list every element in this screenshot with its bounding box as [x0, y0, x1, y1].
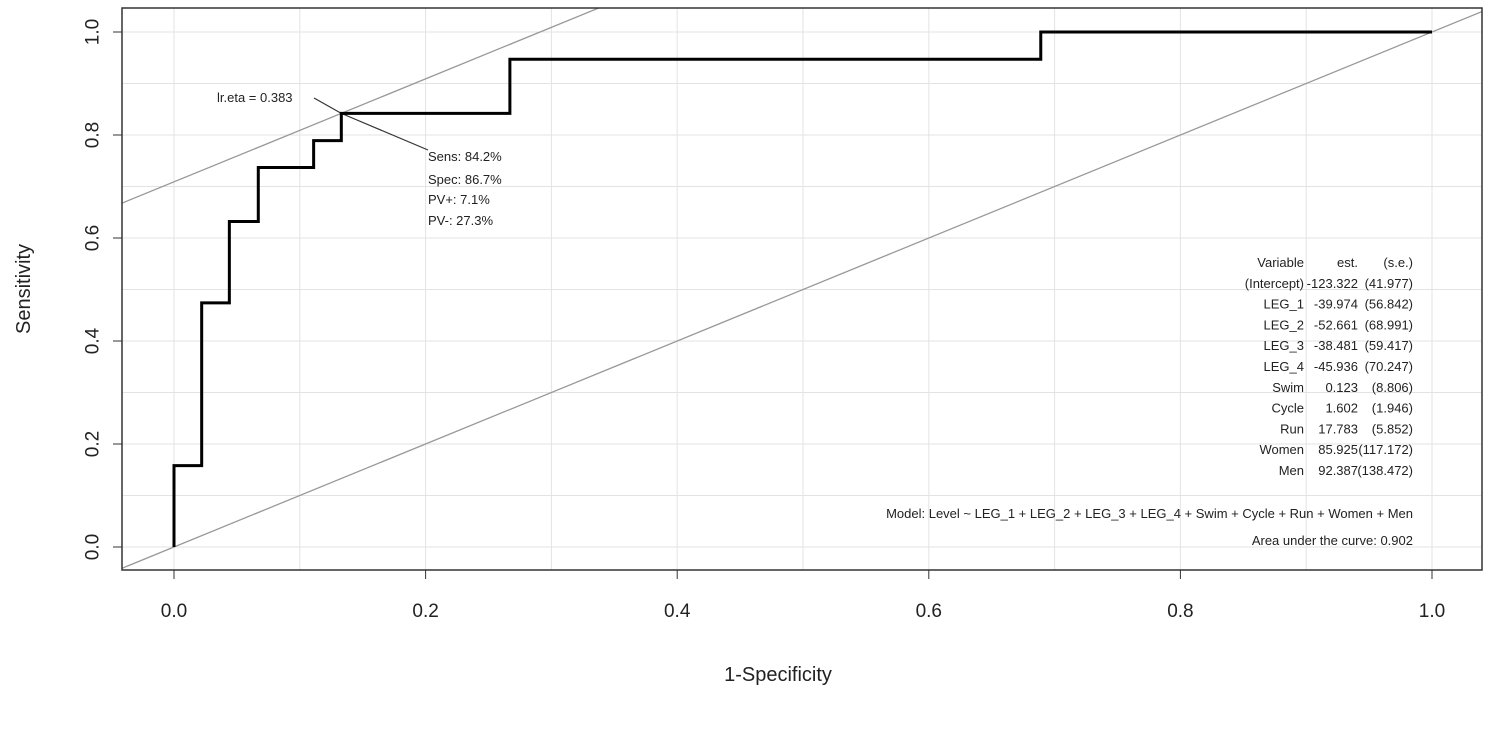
table-cell: 1.602 [1325, 401, 1358, 416]
table-cell: 85.925 [1318, 442, 1358, 457]
pvneg-label: PV-: 27.3% [428, 213, 493, 228]
table-cell: -52.661 [1314, 317, 1358, 332]
table-cell: -123.322 [1307, 276, 1358, 291]
table-cell: (Intercept) [1245, 276, 1304, 291]
tangent-line [122, 8, 601, 204]
table-cell: (41.977) [1365, 276, 1413, 291]
coefficient-table: Variable est. (s.e.) (Intercept) -123.322 (41… [1245, 255, 1413, 478]
sens-label: Sens: 84.2% [428, 149, 502, 164]
table-cell: Women [1259, 442, 1304, 457]
pvpos-label: PV+: 7.1% [428, 192, 490, 207]
spec-label: Spec: 86.7% [428, 172, 502, 187]
table-cell: -45.936 [1314, 359, 1358, 374]
y-tick-label: 0.0 [83, 534, 104, 560]
reference-lines [122, 8, 1482, 569]
table-cell: (59.417) [1365, 338, 1413, 353]
table-cell: (56.842) [1365, 297, 1413, 312]
table-cell: Swim [1272, 380, 1304, 395]
y-tick-label: 0.4 [83, 327, 104, 354]
y-axis-label: Sensitivity [13, 244, 35, 334]
table-cell: LEG_2 [1264, 317, 1304, 332]
x-axis: 0.0 0.2 0.4 0.6 0.8 1.0 [161, 570, 1445, 622]
table-cell: 92.387 [1318, 463, 1358, 478]
plot-frame [121, 7, 1483, 571]
table-cell: (5.852) [1372, 421, 1413, 436]
table-cell: LEG_4 [1264, 359, 1304, 374]
table-cell: -38.481 [1314, 338, 1358, 353]
y-tick-label: 0.6 [83, 225, 104, 251]
table-cell: Cycle [1271, 401, 1304, 416]
table-cell: (138.472) [1357, 463, 1413, 478]
table-cell: LEG_1 [1264, 297, 1304, 312]
model-formula: Model: Level ~ LEG_1 + LEG_2 + LEG_3 + L… [886, 506, 1413, 521]
x-tick-label: 0.6 [916, 601, 942, 622]
table-cell: 17.783 [1318, 421, 1358, 436]
x-tick-label: 0.2 [412, 601, 438, 622]
x-tick-label: 1.0 [1419, 601, 1445, 622]
series [172, 30, 1432, 547]
table-cell: (117.172) [1358, 442, 1413, 457]
y-tick-label: 0.2 [83, 431, 104, 457]
cutoff-leader-line [313, 97, 342, 114]
table-header: Variable [1257, 255, 1304, 270]
stats-leader-line [341, 112, 429, 151]
x-tick-label: 0.0 [161, 601, 187, 622]
table-cell: (68.991) [1365, 317, 1413, 332]
cutoff-annotation: lr.eta = 0.383 Sens: 84.2% Spec: 86.7% P… [217, 90, 502, 228]
diagonal-line [122, 10, 1482, 569]
x-tick-label: 0.8 [1167, 601, 1193, 622]
table-cell: 0.123 [1325, 380, 1358, 395]
table-cell: LEG_3 [1264, 338, 1304, 353]
table-cell: -39.974 [1314, 297, 1358, 312]
auc-label: Area under the curve: 0.902 [1252, 533, 1413, 548]
y-axis: 0.0 0.2 0.4 0.6 0.8 1.0 [83, 19, 122, 560]
table-header: est. [1337, 255, 1358, 270]
table-cell: Run [1280, 421, 1304, 436]
cutoff-label: lr.eta = 0.383 [217, 90, 293, 105]
y-tick-label: 1.0 [83, 19, 104, 45]
y-tick-label: 0.8 [83, 122, 104, 148]
table-header: (s.e.) [1383, 255, 1413, 270]
x-tick-label: 0.4 [664, 601, 691, 622]
x-axis-label: 1-Specificity [724, 664, 832, 686]
table-cell: (70.247) [1365, 359, 1413, 374]
table-cell: (1.946) [1372, 401, 1413, 416]
roc-curve [172, 30, 1432, 547]
table-cell: (8.806) [1372, 380, 1413, 395]
table-cell: Men [1279, 463, 1304, 478]
